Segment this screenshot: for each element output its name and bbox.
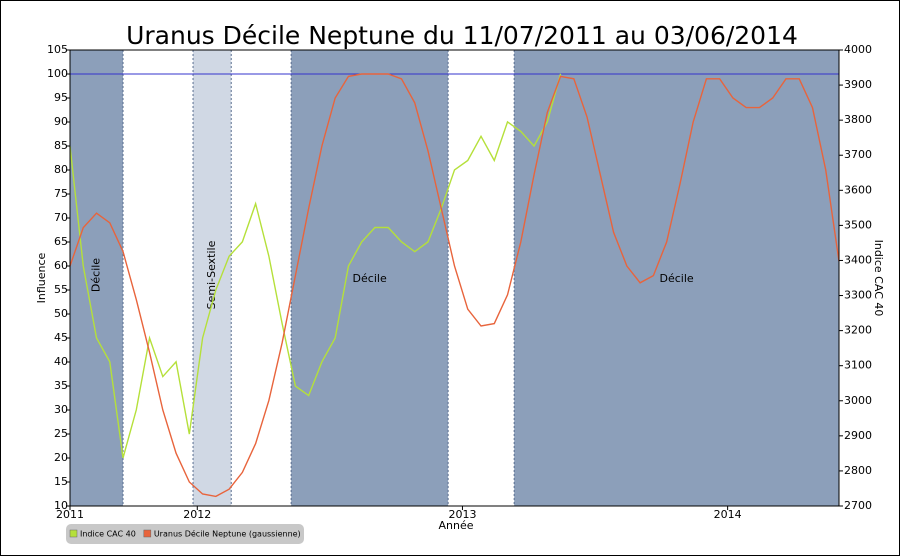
y2-axis-label: Indice CAC 40	[872, 240, 885, 317]
band-label: Décile	[659, 272, 693, 285]
x-tick-label: 2011	[56, 508, 84, 521]
y-tick-label: 75	[54, 187, 68, 200]
chart-title: Uranus Décile Neptune du 11/07/2011 au 0…	[126, 21, 798, 50]
y-tick-label: 50	[54, 307, 68, 320]
y-axis-label: Influence	[35, 252, 48, 303]
y-tick-label: 100	[47, 67, 68, 80]
x-tick-label: 2013	[448, 508, 476, 521]
y-tick-label: 25	[54, 427, 68, 440]
series-line	[69, 73, 562, 459]
y2-tick-label: 4000	[844, 43, 872, 56]
band	[193, 50, 232, 506]
y-tick-label: 85	[54, 139, 68, 152]
y2-tick-label: 3000	[844, 394, 872, 407]
y2-tick-label: 3100	[844, 359, 872, 372]
y2-tick-label: 3400	[844, 253, 872, 266]
y-tick-label: 80	[54, 163, 68, 176]
y-tick-label: 45	[54, 331, 68, 344]
band	[514, 50, 839, 506]
series-line	[69, 73, 840, 498]
y2-tick-label: 2900	[844, 429, 872, 442]
x-axis-label: Année	[438, 519, 473, 532]
bands: Décile Semi-Sextile Décile Décile	[69, 50, 840, 506]
y2-tick-label: 3300	[844, 289, 872, 302]
band	[70, 50, 124, 506]
y2-tick-label: 2800	[844, 464, 872, 477]
y-tick-label: 65	[54, 235, 68, 248]
legend-swatch	[69, 529, 78, 538]
y-tick-label: 90	[54, 115, 68, 128]
band-label: Décile	[90, 258, 103, 292]
y2-tick-label: 3700	[844, 148, 872, 161]
y2-tick-label: 3900	[844, 78, 872, 91]
legend-label: Uranus Décile Neptune (gaussienne)	[154, 529, 301, 539]
y-tick-label: 70	[54, 211, 68, 224]
lines	[69, 73, 840, 498]
legend-box	[66, 524, 304, 544]
y2-tick-label: 3600	[844, 183, 872, 196]
y2-tick-label: 2700	[844, 499, 872, 512]
y2-tick-label: 3800	[844, 113, 872, 126]
y2-tick-label: 3500	[844, 218, 872, 231]
y-tick-label: 15	[54, 475, 68, 488]
y-tick-label: 10	[54, 499, 68, 512]
legend-swatch	[143, 529, 152, 538]
y-tick-label: 105	[47, 43, 68, 56]
legend: Indice CAC 40 Uranus Décile Neptune (gaus…	[69, 529, 301, 539]
y-tick-label: 20	[54, 451, 68, 464]
band	[291, 50, 449, 506]
y-tick-label: 35	[54, 379, 68, 392]
y-tick-label: 40	[54, 355, 68, 368]
y2-tick-label: 3200	[844, 324, 872, 337]
y-tick-label: 95	[54, 91, 68, 104]
x-tick-label: 2014	[714, 508, 742, 521]
y-tick-label: 55	[54, 283, 68, 296]
x-tick-label: 2012	[183, 508, 211, 521]
legend-label: Indice CAC 40	[80, 530, 136, 539]
plot-area	[69, 49, 840, 507]
y-tick-label: 60	[54, 259, 68, 272]
band-label: Décile	[353, 272, 387, 285]
y-tick-label: 30	[54, 403, 68, 416]
band-label: Semi-Sextile	[205, 240, 218, 309]
